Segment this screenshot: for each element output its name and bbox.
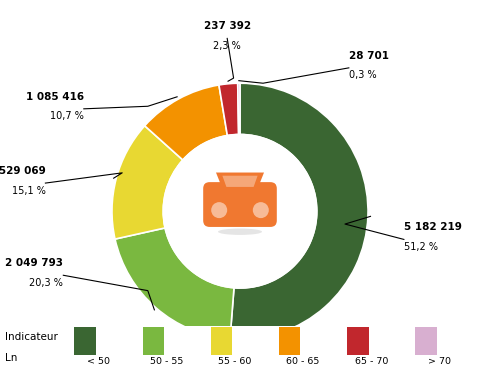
Text: 60 - 65: 60 - 65 xyxy=(287,357,320,366)
Text: 15,1 %: 15,1 % xyxy=(12,186,46,196)
Text: 65 - 70: 65 - 70 xyxy=(355,357,388,366)
Wedge shape xyxy=(115,228,234,339)
Text: 237 392: 237 392 xyxy=(204,22,251,32)
Bar xyxy=(279,327,300,355)
Wedge shape xyxy=(230,83,368,339)
Wedge shape xyxy=(219,83,239,135)
Text: 1 085 416: 1 085 416 xyxy=(25,92,84,102)
Wedge shape xyxy=(238,83,240,134)
Text: 28 701: 28 701 xyxy=(349,51,389,61)
Wedge shape xyxy=(112,126,183,239)
FancyBboxPatch shape xyxy=(215,216,265,225)
Text: < 50: < 50 xyxy=(87,357,110,366)
Bar xyxy=(347,327,369,355)
Text: 5 182 219: 5 182 219 xyxy=(404,222,462,232)
FancyBboxPatch shape xyxy=(203,182,277,227)
Text: 1 529 069: 1 529 069 xyxy=(0,166,46,176)
Text: 20,3 %: 20,3 % xyxy=(29,278,63,288)
Circle shape xyxy=(163,134,317,288)
Text: Indicateur: Indicateur xyxy=(5,332,58,342)
Text: 10,7 %: 10,7 % xyxy=(50,111,84,121)
Text: 2 049 793: 2 049 793 xyxy=(5,258,63,268)
Text: 50 - 55: 50 - 55 xyxy=(150,357,183,366)
Bar xyxy=(74,327,96,355)
Text: Ln: Ln xyxy=(5,353,17,363)
Circle shape xyxy=(253,202,269,218)
Wedge shape xyxy=(144,85,228,160)
Bar xyxy=(143,327,164,355)
Circle shape xyxy=(211,202,227,218)
Text: 0,3 %: 0,3 % xyxy=(349,70,376,81)
Text: > 70: > 70 xyxy=(428,357,451,366)
Text: 55 - 60: 55 - 60 xyxy=(218,357,252,366)
Polygon shape xyxy=(222,176,258,187)
Text: 51,2 %: 51,2 % xyxy=(404,242,438,252)
Bar xyxy=(211,327,232,355)
Bar xyxy=(415,327,437,355)
Polygon shape xyxy=(216,173,264,188)
Ellipse shape xyxy=(218,229,262,235)
Text: 2,3 %: 2,3 % xyxy=(213,41,241,51)
